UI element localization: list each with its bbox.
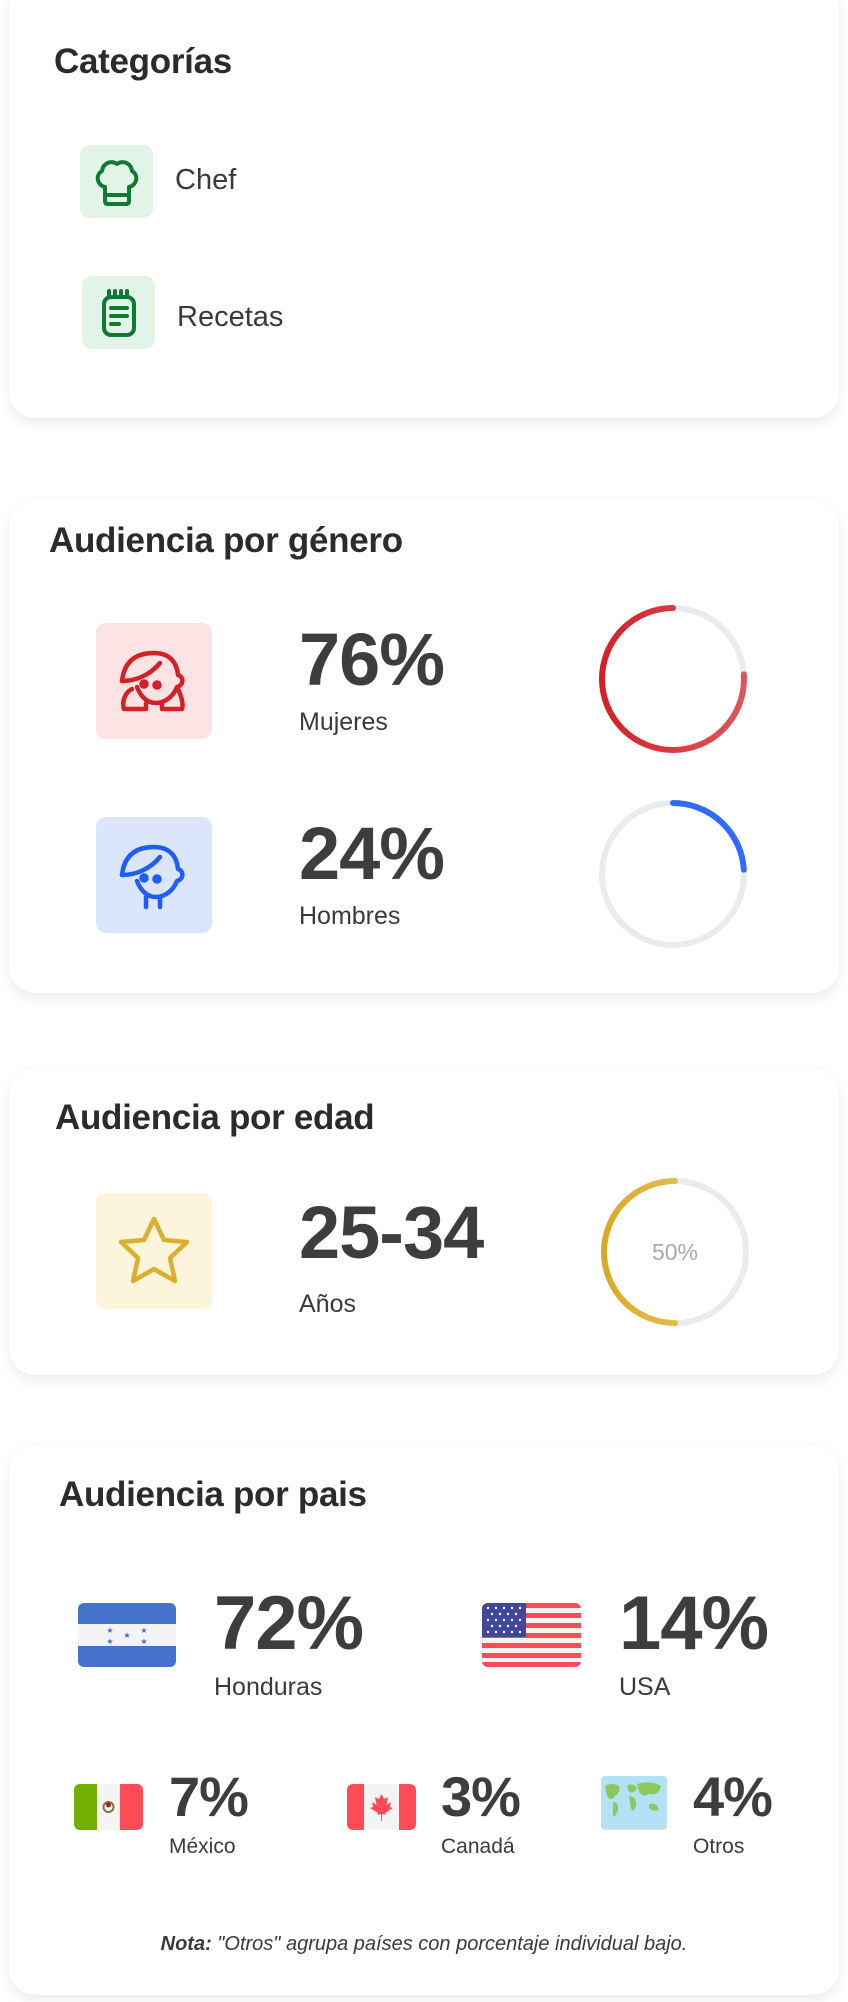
canada-label: Canadá xyxy=(441,1835,515,1858)
honduras-label: Honduras xyxy=(214,1673,323,1701)
age-progress-ring: 50% xyxy=(601,1178,749,1326)
men-percent: 24% xyxy=(299,812,445,895)
mexico-flag-icon xyxy=(74,1784,143,1830)
honduras-percent: 72% xyxy=(214,1581,364,1666)
age-progress-arc xyxy=(601,1178,749,1326)
women-progress-arc xyxy=(599,605,747,753)
men-progress-arc xyxy=(599,800,747,948)
mexico-label: México xyxy=(169,1835,236,1858)
categories-card: Categorías Chef Recetas xyxy=(9,0,839,418)
usa-flag-icon xyxy=(482,1603,581,1667)
gender-title: Audiencia por género xyxy=(49,521,403,560)
category-chef-label[interactable]: Chef xyxy=(175,164,237,196)
age-card: Audiencia por edad 25-34 Años 50% xyxy=(9,1068,839,1375)
svg-text:★: ★ xyxy=(106,1626,113,1635)
svg-text:★: ★ xyxy=(140,1637,147,1646)
otros-percent: 4% xyxy=(693,1765,773,1828)
women-progress-ring xyxy=(599,605,747,753)
note-text: "Otros" agrupa países con porcentaje ind… xyxy=(211,1933,688,1955)
categories-title: Categorías xyxy=(54,42,232,81)
notepad-icon xyxy=(101,288,136,337)
country-title: Audiencia por pais xyxy=(59,1475,367,1514)
svg-text:★: ★ xyxy=(140,1626,147,1635)
usa-label: USA xyxy=(619,1673,671,1701)
honduras-flag-icon: ★ ★ ★ ★ ★ xyxy=(78,1603,176,1667)
man-icon xyxy=(119,844,185,910)
category-recetas-label[interactable]: Recetas xyxy=(177,301,284,333)
country-note: Nota: "Otros" agrupa países con porcenta… xyxy=(9,1933,839,1956)
gender-card: Audiencia por género 76% Mujeres 24% Hom… xyxy=(9,499,839,993)
svg-text:★: ★ xyxy=(106,1637,113,1646)
age-label: Años xyxy=(299,1290,356,1318)
age-ring-label: 50% xyxy=(652,1239,698,1265)
category-recetas-icon-box[interactable] xyxy=(82,276,155,349)
women-label: Mujeres xyxy=(299,708,388,736)
world-map-icon xyxy=(601,1776,667,1830)
woman-icon-box xyxy=(96,623,212,739)
country-card: Audiencia por pais ★ ★ ★ ★ ★ 72% Honduras 14… xyxy=(9,1445,839,1995)
chef-hat-icon xyxy=(95,159,138,206)
svg-text:★: ★ xyxy=(123,1631,130,1640)
category-chef-icon-box[interactable] xyxy=(80,145,153,218)
star-icon-box xyxy=(96,1193,212,1309)
men-progress-ring xyxy=(599,800,747,948)
men-label: Hombres xyxy=(299,902,401,930)
star-icon xyxy=(118,1216,190,1284)
mexico-percent: 7% xyxy=(169,1765,249,1828)
note-label: Nota: xyxy=(160,1933,212,1955)
woman-icon xyxy=(119,650,185,712)
canada-percent: 3% xyxy=(441,1765,521,1828)
usa-percent: 14% xyxy=(619,1581,769,1666)
age-range: 25-34 xyxy=(299,1191,484,1274)
canada-flag-icon xyxy=(347,1784,416,1830)
man-icon-box xyxy=(96,817,212,933)
women-percent: 76% xyxy=(299,618,445,701)
otros-label: Otros xyxy=(693,1835,745,1858)
age-title: Audiencia por edad xyxy=(55,1098,375,1137)
